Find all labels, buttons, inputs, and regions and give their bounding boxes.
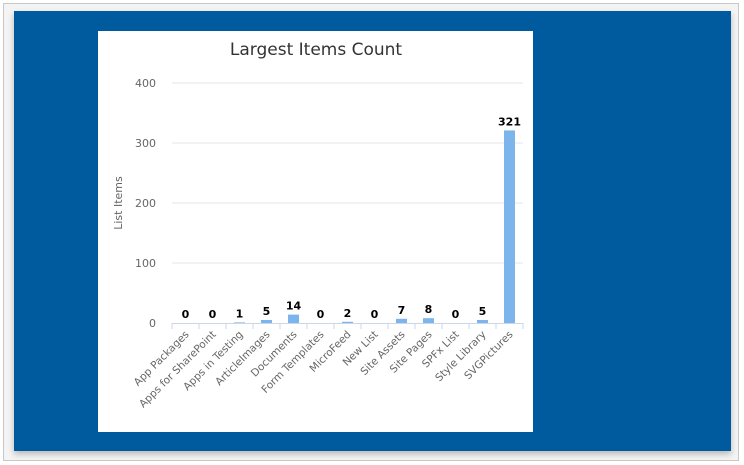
chart-title: Largest Items Count [230, 40, 403, 60]
y-tick-label: 400 [135, 77, 156, 90]
bar[interactable] [423, 318, 434, 323]
chart-card: Largest Items Count 0 100 200 300 400 List I… [98, 31, 533, 432]
y-tick-label: 200 [135, 197, 156, 210]
data-label: 0 [209, 308, 217, 321]
data-label: 321 [498, 115, 521, 128]
bar[interactable] [342, 321, 353, 323]
data-label: 14 [286, 300, 302, 313]
data-label: 5 [479, 305, 487, 318]
data-label: 0 [452, 308, 460, 321]
data-label: 2 [344, 307, 352, 320]
data-label: 0 [317, 308, 325, 321]
bar[interactable] [288, 314, 299, 323]
data-label: 5 [263, 305, 271, 318]
data-label: 8 [425, 303, 433, 316]
y-tick-label: 300 [135, 137, 156, 150]
bar[interactable] [477, 320, 488, 323]
data-label: 1 [236, 307, 244, 320]
y-tick-label: 0 [149, 317, 156, 330]
bar[interactable] [234, 322, 245, 323]
bar[interactable] [261, 320, 272, 323]
data-labels: 0 0 1 5 14 0 2 0 7 8 0 5 321 [182, 115, 521, 321]
y-tick-label: 100 [135, 257, 156, 270]
y-axis-label: List Items [112, 176, 125, 230]
bars [234, 130, 515, 323]
bar[interactable] [504, 130, 515, 323]
data-label: 0 [182, 308, 190, 321]
y-axis-ticks: 0 100 200 300 400 [135, 77, 156, 330]
bar[interactable] [396, 318, 407, 323]
data-label: 0 [371, 308, 379, 321]
data-label: 7 [398, 304, 406, 317]
grid-lines [172, 82, 523, 264]
